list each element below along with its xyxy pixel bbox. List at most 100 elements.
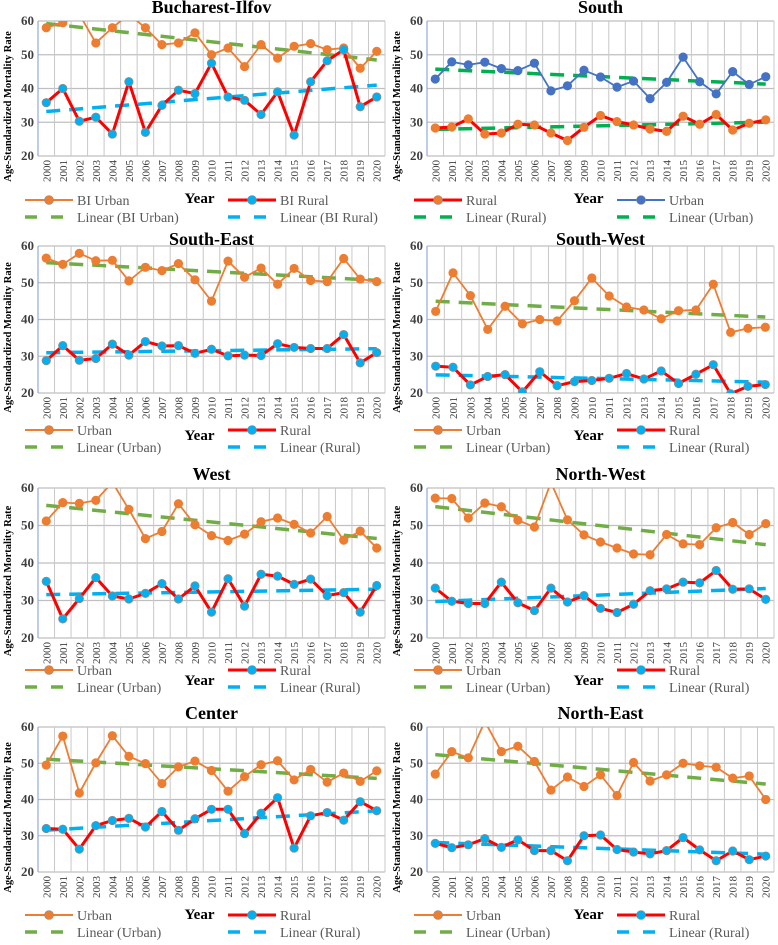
data-point-rural	[91, 821, 101, 831]
trendline-linear-rural	[46, 809, 377, 832]
data-point-urban	[140, 759, 151, 769]
data-point-rural	[355, 607, 365, 617]
legend-label: Linear (Rural)	[280, 926, 361, 941]
x-tick-label: 2011	[612, 876, 624, 898]
data-point-urban	[272, 756, 283, 766]
data-point-rural	[463, 114, 473, 124]
data-point-rural	[760, 379, 770, 390]
legend-item: Linear (Urban)	[617, 211, 754, 226]
legend-label: Urban	[77, 909, 112, 924]
data-point-rural	[678, 577, 688, 587]
legend-item: BI Urban	[25, 194, 130, 209]
y-tick-label: 20	[21, 385, 34, 400]
y-axis-label: Age-Standardized Mortality Rate	[3, 742, 14, 893]
x-tick-label: 2002	[74, 397, 86, 419]
data-point-rural	[529, 846, 540, 856]
data-point-urban	[463, 60, 473, 70]
data-point-urban	[430, 74, 440, 84]
x-tick-label: 2011	[223, 876, 235, 898]
data-point-urban	[728, 517, 738, 528]
data-point-urban	[74, 788, 84, 798]
data-point-bi-urban	[140, 23, 151, 33]
y-tick-label: 50	[410, 47, 423, 62]
x-tick-label: 2007	[546, 642, 558, 665]
data-point-urban	[678, 539, 688, 549]
data-point-urban	[431, 306, 441, 317]
x-tick-label: 2007	[546, 876, 558, 899]
data-point-bi-rural	[289, 130, 299, 140]
legend: Urban Rural Linear (Urban) Linear (Rural)	[25, 424, 361, 456]
chart-panel-west: West 20 30 40 50 60 Age-Standardized Mortality…	[0, 460, 389, 700]
x-tick-label: 2020	[761, 160, 773, 183]
data-point-rural	[728, 846, 738, 856]
plot-area	[41, 10, 382, 140]
data-point-urban	[552, 316, 562, 326]
data-point-urban	[41, 253, 51, 263]
data-point-rural	[173, 594, 184, 604]
data-point-urban	[645, 550, 655, 560]
x-tick-label: 2004	[107, 876, 119, 899]
x-tick-label: 2018	[339, 642, 351, 665]
legend: Urban Rural Linear (Urban) Linear (Rural)	[25, 909, 361, 941]
data-point-rural	[728, 125, 738, 135]
data-point-bi-urban	[190, 28, 200, 38]
data-point-rural	[372, 580, 382, 591]
legend: Urban Rural Linear (Urban) Linear (Rural)	[414, 909, 750, 941]
x-tick-label: 2004	[107, 160, 119, 183]
data-point-urban	[223, 786, 233, 796]
x-tick-label: 2016	[691, 397, 703, 420]
x-tick-label: 2013	[256, 642, 268, 665]
data-point-rural	[678, 832, 688, 843]
x-tick-label: 2009	[579, 160, 591, 183]
x-tick-label: 2009	[579, 876, 591, 899]
data-point-rural	[513, 119, 523, 129]
x-tick-label: 2017	[322, 876, 334, 899]
x-tick-label: 2007	[546, 160, 558, 183]
data-point-rural	[256, 350, 266, 361]
data-point-rural	[306, 343, 316, 354]
legend-item: Rural	[617, 909, 700, 924]
data-point-bi-rural	[91, 112, 101, 122]
legend-label: Rural	[280, 664, 311, 679]
legend-label: Urban	[77, 664, 112, 679]
legend-item: Linear (Rural)	[617, 681, 750, 696]
data-point-urban	[639, 305, 649, 315]
x-tick-label: 2005	[513, 876, 525, 899]
data-point-rural	[74, 355, 84, 365]
data-point-rural	[140, 822, 151, 832]
x-tick-label: 2016	[695, 876, 707, 899]
y-tick-label: 60	[410, 480, 423, 495]
data-point-rural	[355, 358, 365, 368]
x-tick-label: 2009	[190, 642, 202, 665]
data-point-rural	[339, 329, 349, 340]
x-tick-label: 2012	[629, 876, 641, 898]
x-tick-label: 2015	[289, 642, 301, 665]
data-point-urban	[661, 770, 672, 780]
data-point-rural	[761, 115, 771, 125]
data-point-rural	[322, 343, 332, 354]
x-tick-label: 2018	[726, 397, 738, 420]
data-point-urban	[711, 89, 721, 99]
data-point-bi-urban	[75, 10, 83, 18]
x-tick-label: 2009	[190, 160, 202, 183]
data-point-urban	[562, 772, 573, 782]
x-tick-label: 2005	[513, 642, 525, 665]
chart-svg: South-East 20 30 40 50 60 Age-Standardized Mor…	[3, 230, 386, 456]
data-point-rural	[463, 840, 473, 850]
legend-marker-swatch	[44, 425, 54, 435]
data-point-urban	[157, 526, 167, 537]
data-point-urban	[483, 324, 493, 335]
x-tick-label: 2002	[74, 642, 86, 664]
x-tick-label: 2006	[140, 397, 152, 420]
legend-label: Linear (Urban)	[669, 211, 754, 226]
x-tick-label: 2009	[190, 397, 202, 420]
data-point-rural	[546, 583, 556, 593]
x-tick-label: 2019	[744, 876, 756, 899]
data-point-bi-rural	[322, 56, 332, 66]
data-point-bi-urban	[125, 10, 133, 18]
data-point-rural	[41, 823, 51, 834]
x-tick-label: 2017	[711, 876, 723, 899]
data-point-rural	[239, 601, 250, 611]
y-tick-label: 60	[21, 719, 34, 734]
x-tick-label: 2006	[517, 397, 529, 420]
